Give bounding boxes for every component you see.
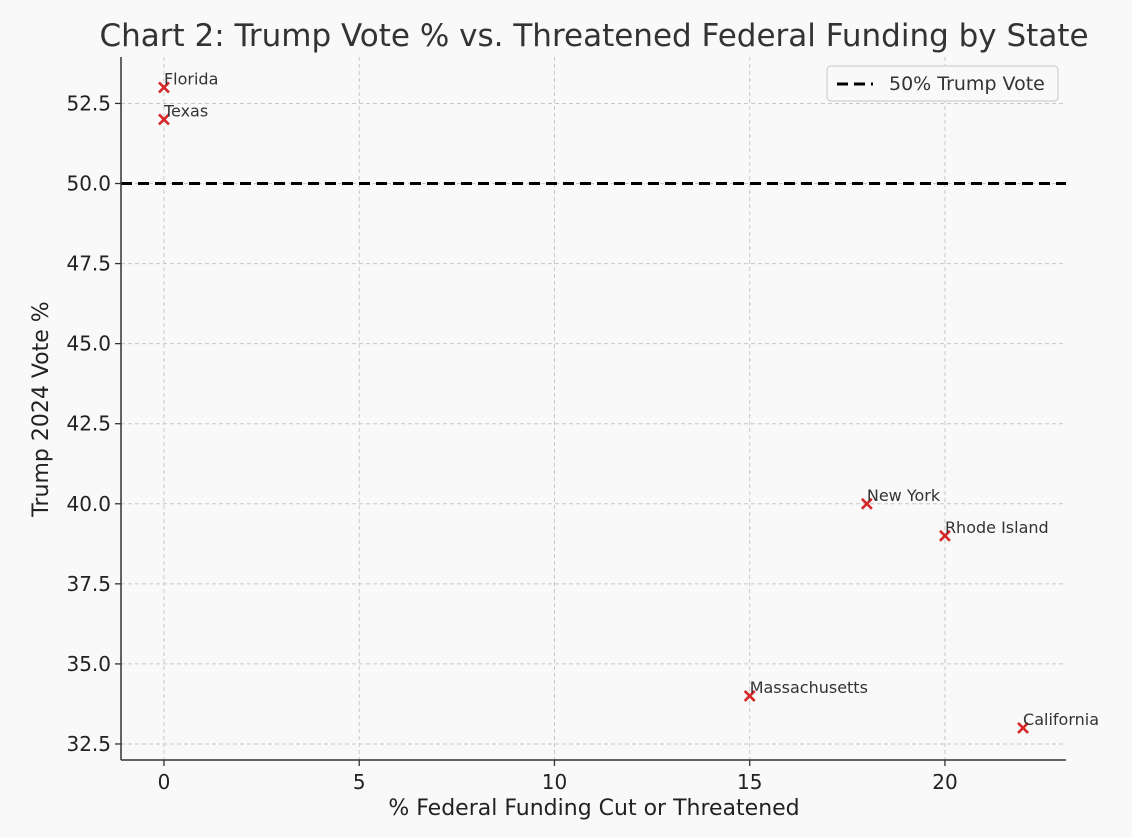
x-tick-label: 15 — [737, 770, 762, 794]
grid — [121, 57, 1066, 760]
y-tick-label: 50.0 — [66, 172, 111, 196]
y-tick-label: 52.5 — [66, 91, 111, 115]
y-tick-label: 35.0 — [66, 652, 111, 676]
ticks: 0 5 10 15 20 32.5 35.0 37.5 40.0 42.5 45.0 47.5 50.0… — [66, 91, 957, 794]
x-tick-label: 0 — [158, 770, 171, 794]
point-marker — [1017, 722, 1029, 734]
y-tick-label: 37.5 — [66, 572, 111, 596]
legend-box — [826, 65, 1059, 102]
data-point: California — [1017, 710, 1099, 734]
point-label: New York — [867, 486, 941, 505]
legend: 50% Trump Vote — [826, 65, 1059, 102]
y-tick-label: 32.5 — [66, 732, 111, 756]
y-tick-label: 45.0 — [66, 332, 111, 356]
point-label: Florida — [164, 69, 218, 88]
data-point: Massachusetts — [743, 678, 868, 702]
y-tick-label: 42.5 — [66, 412, 111, 436]
data-point: Florida — [158, 69, 218, 94]
chart-title: Chart 2: Trump Vote % vs. Threatened Fed… — [99, 18, 1088, 54]
x-tick-label: 10 — [542, 770, 567, 794]
x-tick-label: 5 — [353, 770, 366, 794]
data-point: New York — [860, 486, 941, 510]
axes — [120, 57, 1066, 761]
x-axis-label: % Federal Funding Cut or Threatened — [388, 796, 799, 821]
point-label: California — [1023, 710, 1099, 729]
y-tick-label: 47.5 — [66, 252, 111, 276]
y-tick-label: 40.0 — [66, 492, 111, 516]
point-label: Texas — [163, 101, 208, 120]
point-label: Massachusetts — [750, 678, 868, 697]
y-axis-label: Trump 2024 Vote % — [29, 301, 54, 517]
point-marker — [939, 529, 951, 542]
legend-label: 50% Trump Vote — [889, 73, 1045, 95]
data-point: Texas — [158, 101, 208, 126]
x-tick-label: 20 — [932, 770, 957, 794]
point-marker — [860, 497, 873, 510]
point-label: Rhode Island — [945, 518, 1049, 537]
point-marker — [158, 113, 170, 126]
data-point: Rhode Island — [939, 518, 1049, 542]
point-marker — [743, 690, 756, 702]
point-marker — [158, 81, 170, 94]
